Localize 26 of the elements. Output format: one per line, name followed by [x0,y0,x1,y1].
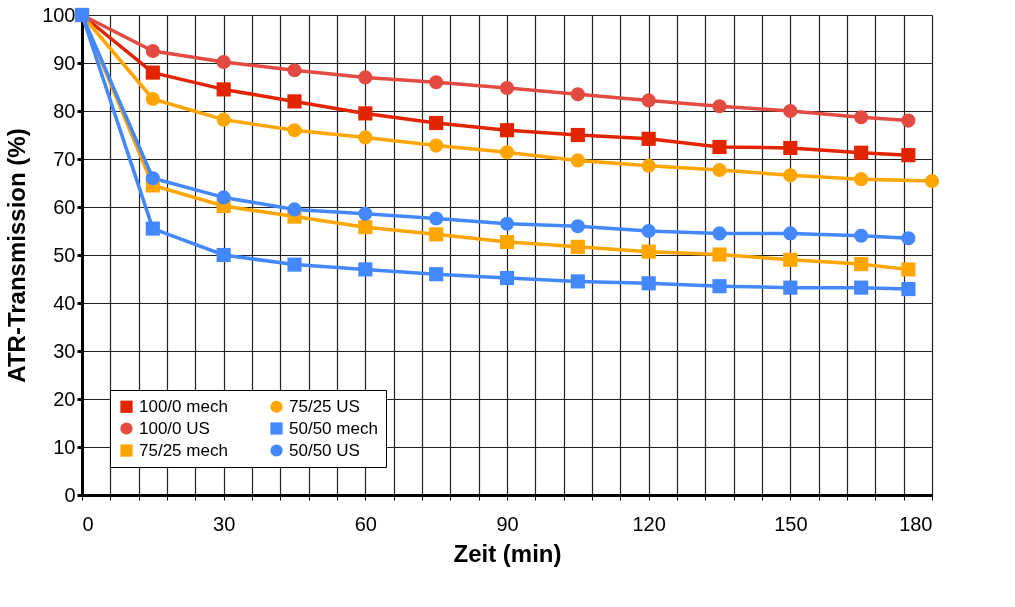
x-tick-label: 0 [82,512,94,535]
legend-label: 50/50 US [289,440,360,460]
x-tick-label: 90 [496,512,519,535]
y-tick-label: 40 [53,291,76,314]
x-tick-label: 150 [774,512,808,535]
legend-label: 100/0 US [139,418,210,438]
x-tick-label: 60 [354,512,377,535]
y-tick-label: 60 [53,195,76,218]
legend-label: 50/50 mech [289,418,378,438]
y-tick-label: 50 [53,243,76,266]
x-tick-label: 120 [632,512,666,535]
x-axis-title: Zeit (min) [453,539,562,567]
legend-label: 75/25 US [289,396,360,416]
x-tick-label: 180 [899,512,933,535]
legend-label: 75/25 mech [139,440,228,460]
y-tick-label: 30 [53,339,76,362]
y-tick-label: 20 [53,387,76,410]
y-tick-label: 100 [42,3,76,26]
y-tick-label: 70 [53,147,76,170]
y-axis-title: ATR-Transmission (%) [3,128,31,383]
y-tick-label: 10 [53,435,76,458]
y-tick-label: 90 [53,51,76,74]
y-tick-label: 80 [53,99,76,122]
y-tick-label: 0 [64,483,76,506]
x-tick-label: 30 [213,512,236,535]
legend-label: 100/0 mech [139,396,228,416]
